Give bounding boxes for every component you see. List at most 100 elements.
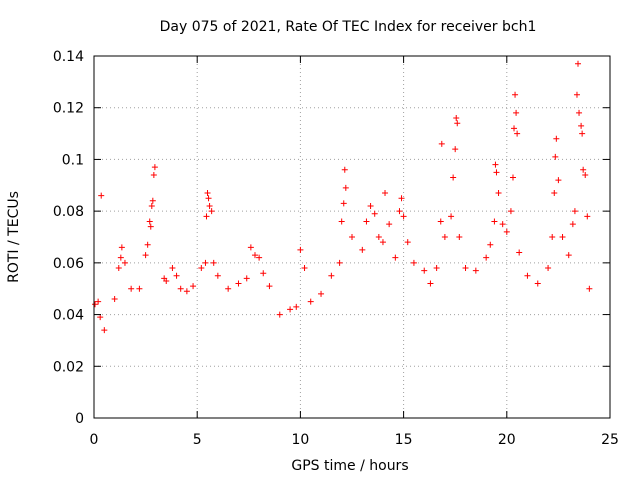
data-point	[438, 140, 445, 147]
data-point	[392, 254, 399, 261]
data-point	[450, 174, 457, 181]
data-point	[144, 241, 151, 248]
data-point	[363, 218, 370, 225]
data-point	[400, 213, 407, 220]
data-point	[183, 288, 190, 295]
axis-ticks	[93, 55, 611, 419]
data-point	[499, 221, 506, 228]
y-tick-label: 0.1	[62, 152, 84, 168]
data-point	[101, 327, 108, 334]
data-point	[336, 259, 343, 266]
data-point	[208, 208, 215, 215]
data-point	[578, 122, 585, 129]
data-point	[579, 130, 586, 137]
data-point	[210, 259, 217, 266]
data-point	[173, 272, 180, 279]
data-point	[146, 218, 153, 225]
data-point	[503, 228, 510, 235]
x-tick-label: 25	[601, 432, 619, 448]
data-point	[491, 218, 498, 225]
data-point	[169, 265, 176, 272]
data-point	[117, 254, 124, 261]
data-point	[328, 272, 335, 279]
data-point	[565, 252, 572, 259]
data-point	[128, 285, 135, 292]
data-point	[555, 177, 562, 184]
data-point	[382, 190, 389, 197]
data-point	[582, 171, 589, 178]
data-point	[92, 301, 99, 308]
data-point	[111, 296, 118, 303]
data-point	[147, 223, 154, 230]
y-tick-label: 0.02	[53, 359, 84, 375]
data-point	[513, 109, 520, 116]
data-point	[493, 169, 500, 176]
data-point	[472, 267, 479, 274]
data-point	[136, 285, 143, 292]
data-point	[341, 166, 348, 173]
data-point	[293, 303, 300, 310]
data-point	[495, 190, 502, 197]
data-point	[437, 218, 444, 225]
x-axis-label: GPS time / hours	[291, 458, 408, 474]
data-point	[441, 234, 448, 240]
data-point	[386, 221, 393, 228]
data-point	[448, 213, 455, 220]
data-point	[375, 234, 382, 240]
y-tick-label: 0.12	[53, 101, 84, 117]
data-point	[492, 161, 499, 168]
data-point	[190, 283, 197, 290]
data-point	[575, 60, 582, 67]
data-point	[260, 270, 267, 277]
data-point	[421, 267, 428, 274]
y-axis-label: ROTI / TECUs	[6, 191, 22, 283]
data-point	[462, 265, 469, 272]
data-point	[342, 184, 349, 191]
data-point	[569, 221, 576, 228]
data-point	[534, 280, 541, 287]
data-point	[338, 218, 345, 225]
data-point	[576, 109, 583, 116]
data-point	[586, 285, 593, 292]
data-point	[121, 259, 128, 266]
data-point	[371, 210, 378, 217]
y-tick-label: 0.08	[53, 204, 84, 220]
data-point	[524, 272, 531, 279]
data-point	[198, 265, 205, 272]
data-point	[149, 197, 156, 204]
data-point	[453, 115, 460, 122]
data-point	[454, 120, 461, 127]
data-point	[552, 153, 559, 160]
data-point	[287, 306, 294, 313]
data-point	[202, 259, 209, 266]
data-point	[549, 234, 556, 240]
data-point	[247, 244, 254, 251]
data-point	[115, 265, 122, 272]
data-point	[516, 249, 523, 256]
data-point	[205, 195, 212, 202]
x-tick-label: 5	[193, 432, 202, 448]
data-point	[266, 283, 273, 290]
data-point	[396, 208, 403, 215]
x-tick-labels: 0 5 10 15 20 25	[90, 432, 619, 448]
data-point	[580, 166, 587, 173]
data-point	[509, 174, 516, 181]
data-point	[256, 254, 263, 261]
data-point	[235, 280, 242, 287]
data-point	[559, 234, 566, 240]
data-point	[204, 190, 211, 197]
data-point	[545, 265, 552, 272]
data-point	[359, 246, 366, 253]
data-point	[214, 272, 221, 279]
data-point	[225, 285, 232, 292]
data-point	[551, 190, 558, 197]
data-point	[404, 239, 411, 246]
x-tick-label: 0	[90, 432, 99, 448]
y-tick-label: 0.14	[53, 49, 84, 65]
data-point	[553, 135, 560, 142]
data-point	[95, 298, 102, 305]
x-tick-label: 15	[395, 432, 413, 448]
data-point	[318, 290, 325, 297]
plot-frame	[93, 55, 611, 419]
